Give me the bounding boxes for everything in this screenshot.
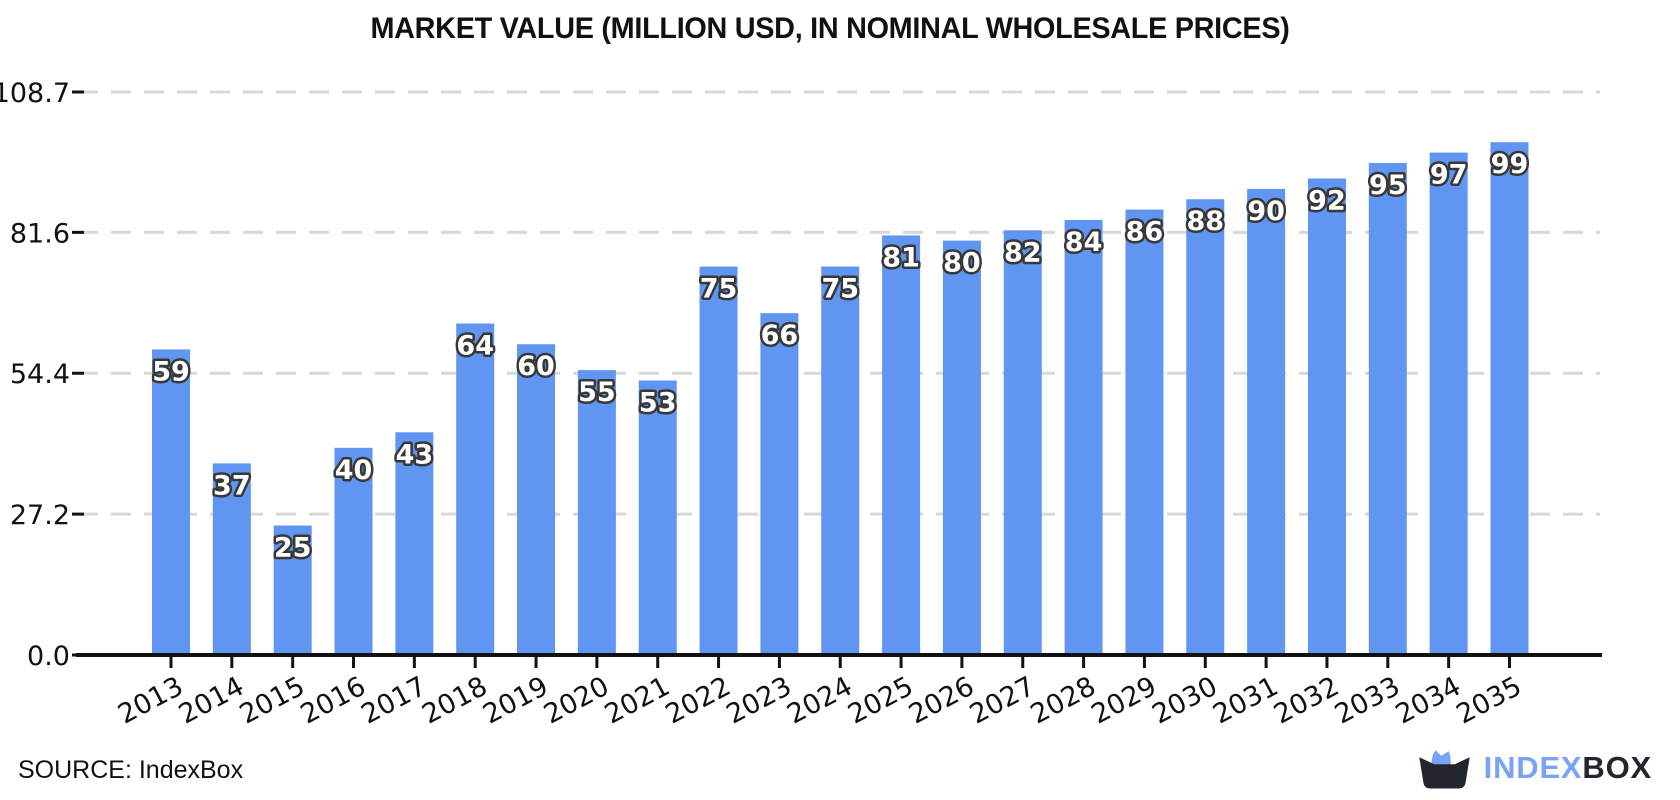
bar-2018: [456, 323, 495, 655]
bar-value-label: 86: [1126, 217, 1164, 248]
bar-value-label: 80: [943, 248, 981, 279]
logo-text-box: BOX: [1582, 749, 1652, 785]
y-tick-label: 27.2: [10, 500, 70, 531]
cat-in-box-icon: [1418, 750, 1470, 789]
bar-value-label: 84: [1065, 227, 1103, 258]
bar-value-label: 66: [761, 320, 799, 351]
bar-value-label: 40: [335, 455, 373, 486]
bar-2016: [334, 447, 373, 655]
bar-value-label: 75: [700, 274, 738, 305]
bar-2017: [395, 432, 434, 655]
bar-value-label: 43: [396, 439, 434, 470]
bar-value-label: 64: [456, 331, 494, 362]
y-tick-label: 108.7: [0, 78, 70, 109]
bar-2034: [1429, 152, 1468, 656]
bar-value-label: 90: [1247, 196, 1285, 227]
bar-value-label: 37: [213, 470, 251, 501]
logo-text-index: INDEX: [1483, 749, 1583, 785]
bar-2019: [517, 344, 556, 655]
y-tick-label: 81.6: [10, 218, 70, 249]
bar-value-label: 82: [1004, 237, 1042, 268]
bar-value-label: 92: [1308, 185, 1346, 216]
bar-value-label: 53: [639, 387, 677, 418]
bar-value-label: 55: [578, 377, 616, 408]
y-tick-label: 54.4: [10, 359, 70, 390]
bar-2023: [760, 313, 799, 655]
bar-2028: [1064, 219, 1103, 655]
chart-title: MARKET VALUE (MILLION USD, IN NOMINAL WH…: [370, 12, 1290, 45]
bar-2033: [1368, 162, 1407, 655]
logo-wordmark: INDEXBOX: [1484, 750, 1652, 786]
bar-value-label: 25: [274, 533, 312, 564]
logo-box-shape: [1418, 757, 1470, 789]
bar-2031: [1247, 188, 1286, 655]
source-label: SOURCE: IndexBox: [18, 756, 244, 784]
bar-value-label: 60: [517, 351, 555, 382]
bar-value-label: 88: [1186, 206, 1224, 237]
bar-2027: [1003, 230, 1042, 655]
bar-2015: [273, 525, 312, 655]
indexbox-logo: INDEXBOX: [1418, 746, 1652, 789]
bar-2029: [1125, 209, 1164, 656]
bar-2021: [638, 380, 677, 655]
bar-value-label: 59: [152, 356, 190, 387]
bar-2026: [942, 240, 981, 656]
bar-2014: [212, 463, 251, 655]
bar-2030: [1186, 199, 1225, 655]
bar-value-label: 95: [1369, 170, 1407, 201]
bar-value-label: 97: [1430, 160, 1468, 191]
bar-2020: [577, 370, 616, 655]
y-tick-label: 0.0: [27, 641, 70, 672]
bar-2013: [152, 349, 190, 655]
bar-2022: [699, 266, 738, 655]
bar-2024: [821, 266, 860, 655]
bar-value-label: 75: [821, 274, 859, 305]
bar-value-label: 99: [1491, 149, 1529, 180]
x-tick-label: 2035: [1452, 671, 1527, 731]
bar-value-label: 81: [882, 242, 920, 273]
bar-2035: [1490, 142, 1529, 655]
bar-2032: [1307, 178, 1346, 656]
bar-2025: [882, 235, 921, 655]
